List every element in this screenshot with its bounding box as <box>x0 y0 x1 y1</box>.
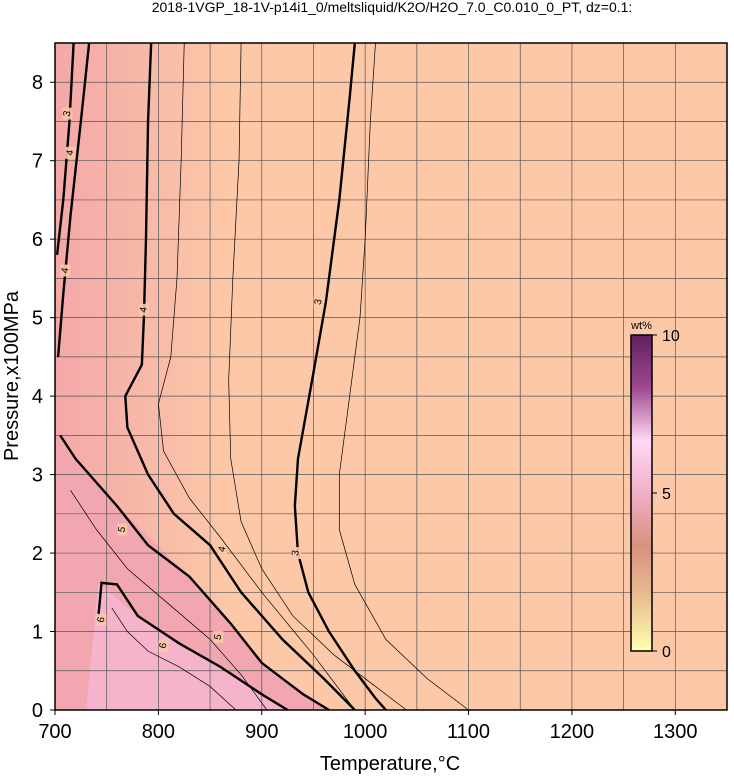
y-tick-label: 5 <box>32 308 43 330</box>
y-tick-label: 6 <box>32 229 43 251</box>
contour-label-bg <box>290 547 301 560</box>
contour-label-bg <box>158 639 169 652</box>
contour-label-bg <box>62 107 73 120</box>
contour-label: 4 <box>60 266 72 274</box>
contour-label: 5 <box>213 633 225 641</box>
contour-label-bg <box>60 264 71 277</box>
contour-label-bg <box>117 523 128 536</box>
colorbar-label: wt% <box>630 320 652 332</box>
x-tick-label: 1200 <box>550 721 595 743</box>
y-axis-label: Pressure,x100MPa <box>1 290 23 461</box>
colorbar-tick-label: 0 <box>662 644 671 661</box>
y-tick-label: 0 <box>32 700 43 722</box>
contour-label: 6 <box>158 642 170 650</box>
contour <box>338 42 469 711</box>
x-tick-label: 800 <box>142 721 175 743</box>
y-tick-label: 8 <box>32 72 43 94</box>
contour-label-bg <box>96 613 107 626</box>
x-tick-label: 900 <box>245 721 278 743</box>
contour-label: 4 <box>217 545 229 553</box>
x-tick-label: 1100 <box>447 721 490 743</box>
colorbar-tick-label: 10 <box>662 328 680 345</box>
contour <box>158 42 356 711</box>
contour-label: 6 <box>96 616 108 624</box>
contour-label: 5 <box>116 525 128 533</box>
y-tick-label: 3 <box>32 465 43 487</box>
contour-label: 4 <box>65 149 77 157</box>
x-tick-label: 1300 <box>653 721 698 743</box>
major-contour <box>55 42 75 256</box>
x-axis-label: Temperature,°C <box>320 753 460 775</box>
x-tick-label: 700 <box>38 721 71 743</box>
y-tick-label: 1 <box>32 622 43 644</box>
contour <box>228 42 407 711</box>
contour-label-bg <box>65 146 76 159</box>
contour-label: 4 <box>138 306 150 314</box>
major-contour <box>124 42 356 711</box>
plot-frame <box>54 42 728 711</box>
contour-label-bg <box>213 631 224 644</box>
y-tick-label: 7 <box>32 151 43 173</box>
x-tick-label: 1000 <box>343 721 388 743</box>
contour-label: 3 <box>62 110 74 118</box>
colorbar-tick-label: 5 <box>662 486 671 503</box>
contour-label-bg <box>138 303 149 316</box>
colorbar <box>630 334 653 652</box>
chart-title: 2018-1VGP_18-1V-p14i1_0/meltsliquid/K2O/… <box>152 0 633 15</box>
major-contour <box>56 42 91 357</box>
contour-label-bg <box>217 543 228 556</box>
major-contour <box>97 581 289 712</box>
contour-label: 3 <box>313 298 325 306</box>
major-contour <box>59 434 330 712</box>
y-tick-label: 2 <box>32 543 43 565</box>
y-tick-label: 4 <box>32 386 43 408</box>
contour <box>70 490 268 711</box>
contour <box>111 607 237 711</box>
contour-label-bg <box>313 295 324 308</box>
contour-label: 3 <box>290 549 302 557</box>
